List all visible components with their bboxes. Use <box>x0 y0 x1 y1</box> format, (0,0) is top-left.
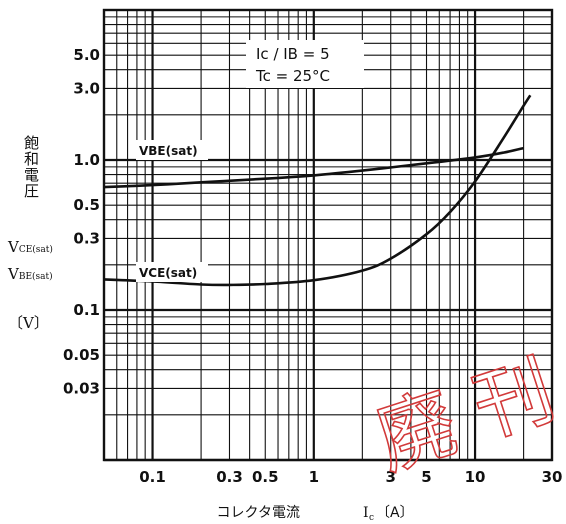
x-tick-label: 0.1 <box>139 468 166 486</box>
x-tick-label: 3 <box>386 468 396 486</box>
y-label-unit: 〔V〕 <box>8 314 49 332</box>
series-label-vbe-sat: VBE(sat) <box>139 144 198 158</box>
y-tick-label: 1.0 <box>73 151 100 169</box>
y-label-vce-sub: CE(sat) <box>18 245 53 255</box>
annotation-ratio: Ic / IB = 5 <box>256 45 330 63</box>
watermark-text: 廃 刊 Discon <box>365 255 566 487</box>
series-line-vce-sat <box>103 94 532 287</box>
y-tick-labels: 5.0 3.0 1.0 0.5 0.3 0.1 0.05 0.03 <box>63 46 100 397</box>
y-label-vbe-symbol: V <box>8 265 19 283</box>
x-tick-label: 1 <box>309 468 319 486</box>
y-label-vbe-sub: BE(sat) <box>18 272 53 282</box>
x-tick-label: 30 <box>542 468 563 486</box>
y-tick-label: 0.03 <box>63 379 100 397</box>
x-axis-symbol-sub: c <box>369 513 374 523</box>
y-label-char-1: 飽 <box>24 134 40 152</box>
y-label-char-3: 電 <box>24 166 40 184</box>
annotation-temperature: Tc = 25°C <box>255 67 330 85</box>
x-tick-label: 0.3 <box>216 468 243 486</box>
y-label-vce-symbol: V <box>8 238 19 256</box>
x-tick-labels: 0.1 0.3 0.5 1 3 5 10 30 <box>139 468 562 486</box>
x-tick-label: 5 <box>421 468 431 486</box>
x-tick-label: 10 <box>465 468 486 486</box>
y-tick-label: 0.5 <box>73 196 100 214</box>
y-label-vce: VCE(sat) <box>8 238 53 256</box>
x-tick-label: 0.5 <box>252 468 279 486</box>
curve-label-bg-vbe <box>136 140 208 160</box>
y-label-char-4: 圧 <box>24 182 40 200</box>
y-label-char-2: 和 <box>24 150 40 168</box>
annotation-box <box>246 40 364 88</box>
watermark: 廃 刊 Discon <box>365 254 566 488</box>
y-tick-label: 0.1 <box>73 301 100 319</box>
y-label-vbe: VBE(sat) <box>8 265 53 283</box>
y-tick-label: 0.05 <box>63 346 100 364</box>
plot-frame <box>102 8 554 462</box>
series-label-vce-sat: VCE(sat) <box>139 266 197 280</box>
y-tick-label: 0.3 <box>73 229 100 247</box>
curve-label-bg-vce <box>136 262 208 282</box>
x-axis-label: コレクタ電流 <box>217 505 300 521</box>
x-axis-symbol: I <box>363 505 369 521</box>
y-tick-label: 3.0 <box>73 79 100 97</box>
series-line-vbe-sat <box>103 146 524 189</box>
y-tick-label: 5.0 <box>73 46 100 64</box>
x-axis-unit: 〔A〕 <box>376 505 414 521</box>
